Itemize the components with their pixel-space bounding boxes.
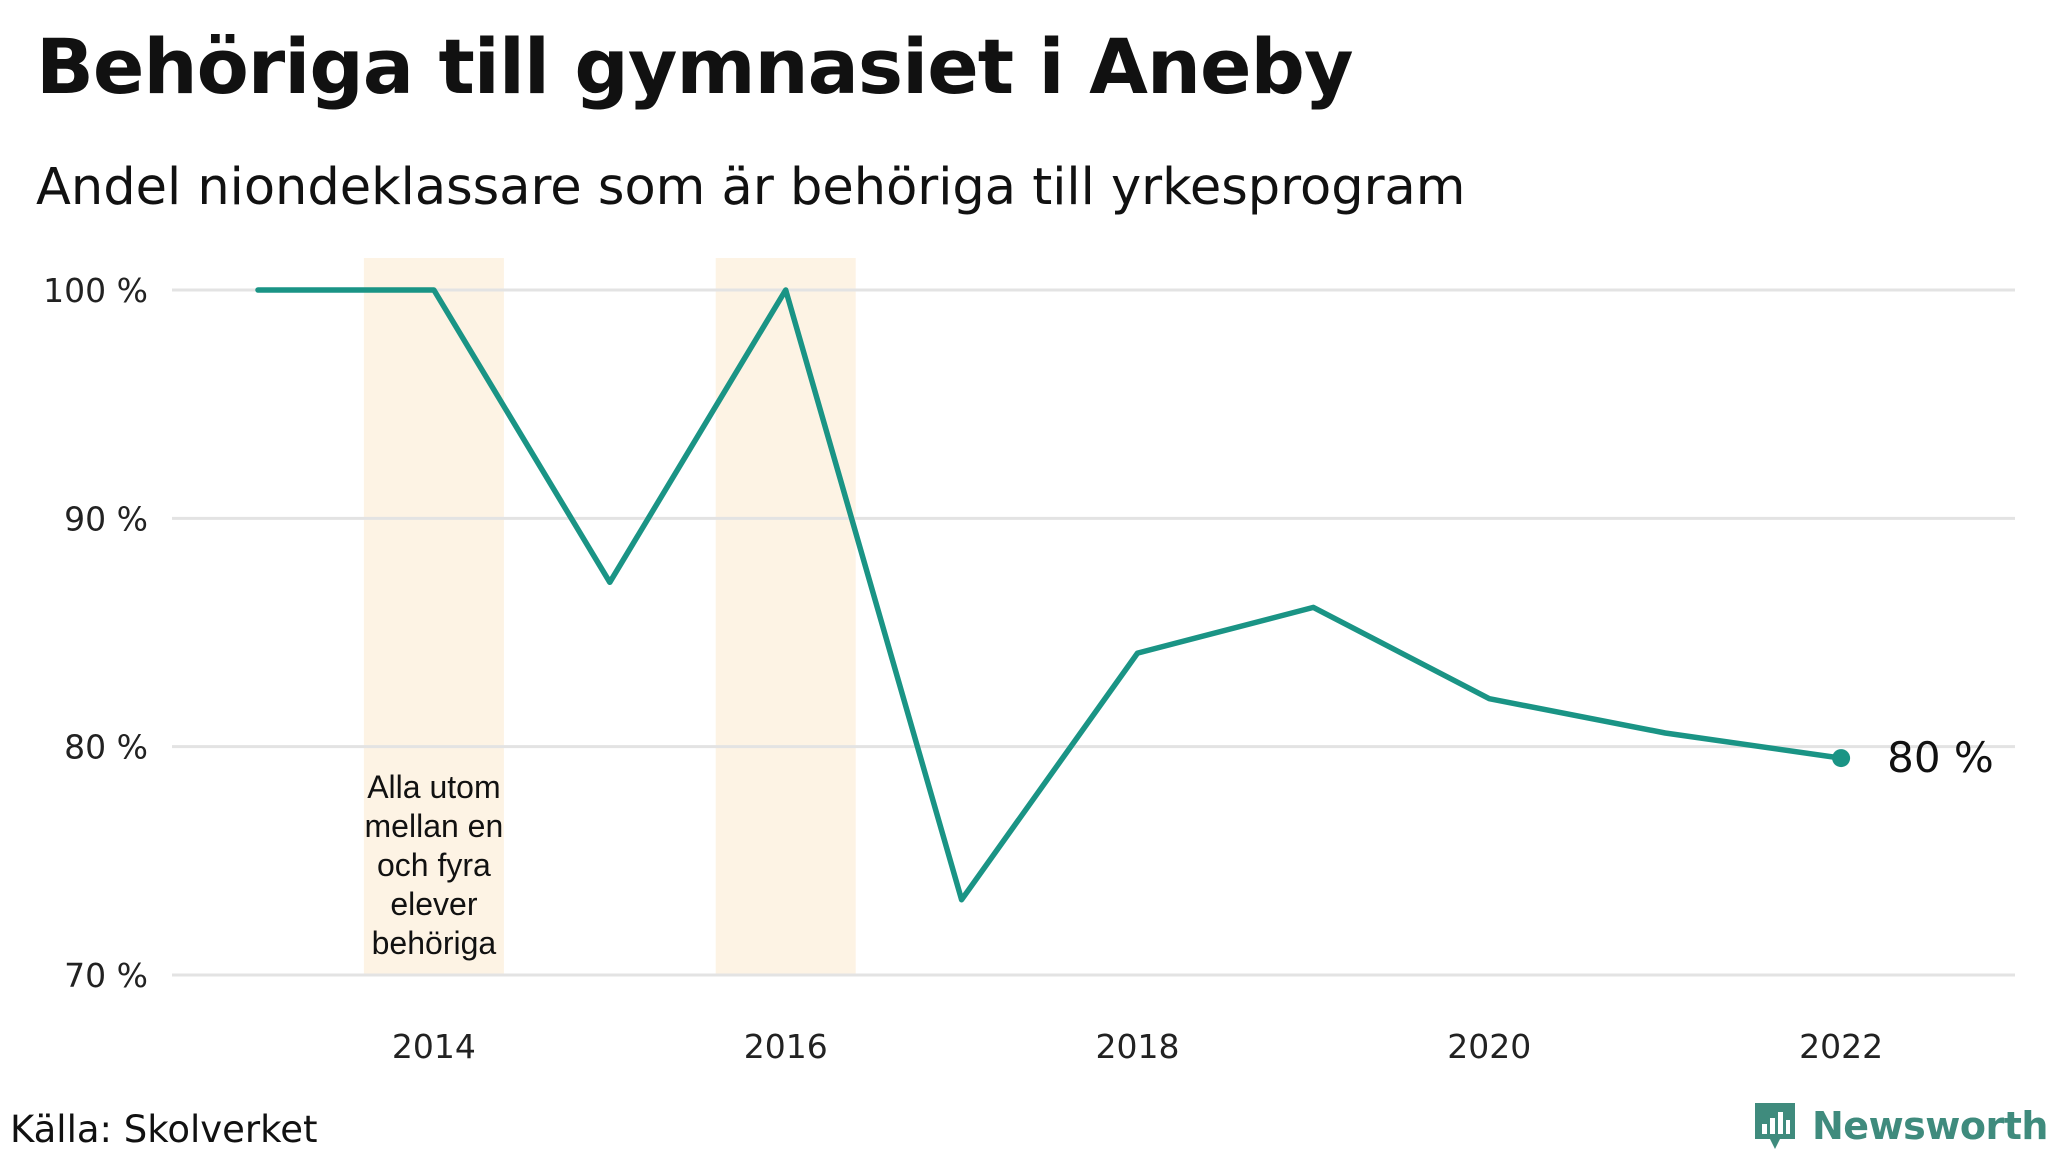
y-axis-ticks: 70 % 80 % 90 % 100 % xyxy=(43,271,148,995)
y-tick-label: 90 % xyxy=(64,499,148,538)
highlight-band-2014 xyxy=(363,258,504,975)
brand-logo[interactable]: Newsworthy xyxy=(1752,1100,2048,1152)
end-point-marker xyxy=(1832,749,1851,768)
series-line xyxy=(255,287,1844,903)
line-chart: 70 % 80 % 90 % 100 % 2014 2016 2018 2020 2022 A… xyxy=(43,258,2015,1066)
grid-lines xyxy=(172,288,2015,977)
y-tick-label: 80 % xyxy=(64,728,148,767)
annotation-line: mellan en xyxy=(365,808,504,844)
annotation-line: behöriga xyxy=(372,925,497,961)
annotation-line: Alla utom xyxy=(367,769,500,805)
x-tick-label: 2016 xyxy=(744,1027,828,1066)
annotation-line: och fyra xyxy=(377,847,491,883)
x-tick-label: 2020 xyxy=(1447,1027,1531,1066)
highlight-band-2016 xyxy=(715,258,856,975)
newsworthy-logo-icon xyxy=(1755,1103,1795,1149)
end-marker-group: 80 % xyxy=(1832,733,1994,782)
series-line-group xyxy=(255,287,1844,903)
chart-title: Behöriga till gymnasiet i Aneby xyxy=(36,22,1353,111)
x-tick-label: 2014 xyxy=(392,1027,476,1066)
end-value-label: 80 % xyxy=(1887,733,1994,782)
highlight-bands xyxy=(363,258,856,975)
x-axis-ticks: 2014 2016 2018 2020 2022 xyxy=(392,1027,1883,1066)
brand-name: Newsworthy xyxy=(1812,1104,2048,1148)
y-tick-label: 100 % xyxy=(43,271,148,310)
y-tick-label: 70 % xyxy=(64,956,148,995)
chart-subtitle: Andel niondeklassare som är behöriga til… xyxy=(36,158,1466,217)
source-note: Källa: Skolverket xyxy=(10,1108,318,1151)
x-tick-label: 2022 xyxy=(1799,1027,1883,1066)
x-tick-label: 2018 xyxy=(1096,1027,1180,1066)
annotation-line: elever xyxy=(390,886,478,922)
